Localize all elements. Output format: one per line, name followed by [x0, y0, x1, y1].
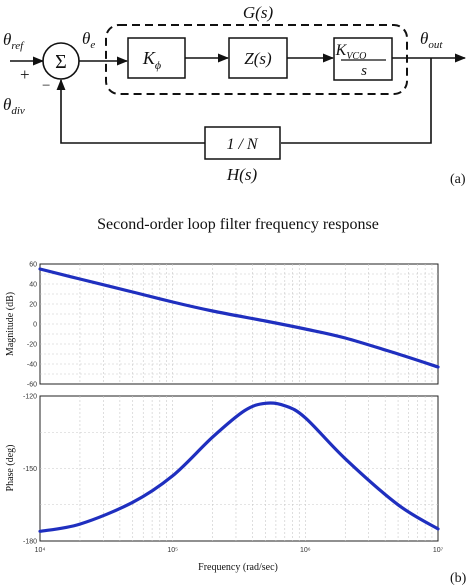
magnitude-y-tick-label: 40 [29, 282, 37, 289]
magnitude-y-tick-label: 0 [33, 322, 37, 329]
feedback-line-right [281, 58, 432, 144]
z-block [228, 37, 288, 79]
g-label: G(s) [243, 3, 274, 22]
minus-sign: − [42, 78, 50, 94]
theta-div-label: θdiv [3, 95, 25, 117]
x-ticks: 10⁴ 10⁵ 10⁶ 10⁷ [35, 547, 444, 554]
k-phi-label: Kϕ [142, 48, 161, 72]
bode-chart: Second-order loop filter frequency respo… [5, 216, 467, 586]
x-axis-label: Frequency (rad/sec) [198, 562, 278, 573]
kvco-denominator: s [361, 63, 367, 79]
phase-subplot: -120 -150 -180 Phase (deg) [5, 394, 440, 546]
sum-symbol: Σ [55, 51, 67, 73]
theta-e-label: θe [82, 29, 95, 51]
phase-curve [38, 401, 440, 533]
phase-plot-area [39, 395, 439, 542]
x-tick-label: 10⁶ [300, 547, 311, 554]
k-phi-block [127, 37, 186, 79]
magnitude-y-tick-label: 20 [29, 302, 37, 309]
panel-b-label: (b) [450, 571, 467, 586]
block-diagram: G(s) θref + Σ θe Kϕ Z(s) KVCO s θout 1 /… [3, 3, 467, 187]
theta-out-label: θout [420, 29, 443, 51]
x-tick-label: 10⁷ [433, 547, 444, 554]
phase-ylabel: Phase (deg) [5, 445, 16, 492]
feedback-line-left [56, 78, 205, 144]
feedback-block-label: 1 / N [226, 136, 258, 153]
feedback-block [204, 126, 281, 160]
magnitude-subplot: 60 40 20 0 -20 -40 -60 Magnitude (dB) [5, 262, 440, 389]
magnitude-curve [38, 267, 440, 369]
plus-sign: + [20, 65, 30, 84]
magnitude-y-tick-label: -40 [27, 362, 37, 369]
magnitude-y-ticks: 60 40 20 0 -20 -40 -60 [27, 262, 37, 389]
kvco-block [333, 37, 393, 81]
chart-title: Second-order loop filter frequency respo… [97, 216, 379, 233]
g-dashed-box [105, 24, 408, 95]
theta-ref-label: θref [3, 30, 25, 52]
magnitude-y-tick-label: -20 [27, 342, 37, 349]
kvco-numerator: KVCO [335, 42, 367, 62]
phase-y-ticks: -120 -150 -180 [23, 394, 37, 546]
magnitude-plot-area [39, 263, 439, 385]
panel-a-label: (a) [450, 172, 466, 187]
phase-y-tick-label: -120 [23, 394, 37, 401]
magnitude-y-tick-label: 60 [29, 262, 37, 269]
phase-y-tick-label: -150 [23, 466, 37, 473]
magnitude-ylabel: Magnitude (dB) [5, 292, 16, 356]
x-tick-label: 10⁵ [167, 547, 178, 554]
h-label: H(s) [226, 165, 258, 184]
z-block-label: Z(s) [244, 49, 272, 68]
phase-y-tick-label: -180 [23, 539, 37, 546]
magnitude-y-tick-label: -60 [27, 382, 37, 389]
x-tick-label: 10⁴ [35, 547, 46, 554]
